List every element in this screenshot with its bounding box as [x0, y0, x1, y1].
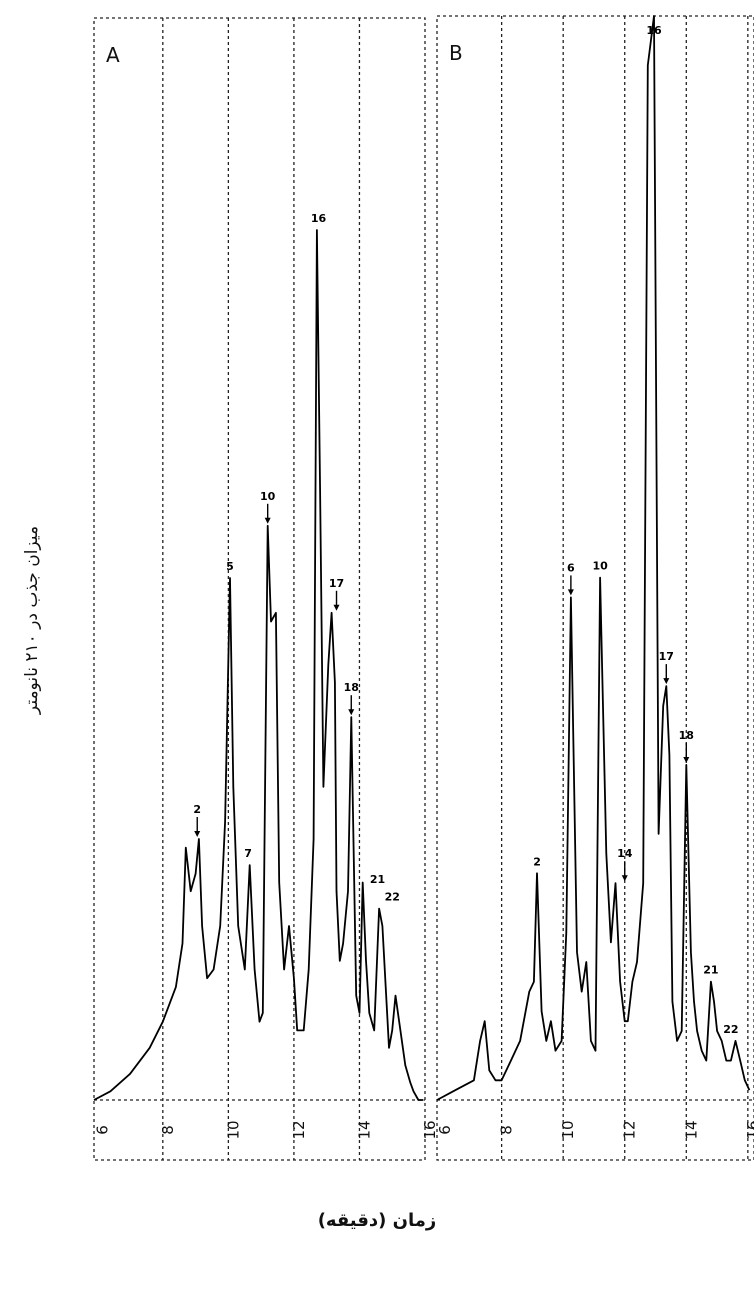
- peak-label: 16: [646, 24, 662, 37]
- x-tick-label: 16: [421, 1120, 439, 1139]
- x-tick-label: 6: [436, 1125, 454, 1135]
- x-tick-label: 12: [290, 1120, 308, 1139]
- peak-label: 18: [679, 729, 694, 742]
- peak-label: 2: [193, 803, 201, 816]
- chart-panel-b: 6 8 10 12 14 16 B 2 6 10 14 16 17 18 21 22: [436, 15, 754, 1161]
- panel-letter: B: [449, 41, 463, 65]
- peak-label: 10: [260, 490, 276, 503]
- peak-label: 17: [329, 577, 344, 590]
- x-tick-label: 8: [498, 1125, 516, 1135]
- x-tick-label: 16: [744, 1120, 754, 1139]
- peak-arrowhead: [264, 517, 271, 524]
- peak-label: 22: [385, 891, 400, 904]
- peak-label: 6: [567, 561, 575, 574]
- panel-frame: [436, 15, 754, 1161]
- peak-label: 18: [344, 681, 359, 694]
- x-tick-label: 6: [93, 1125, 111, 1135]
- peak-arrowhead: [621, 875, 628, 882]
- chromatogram-trace: [93, 229, 424, 1101]
- x-tick-label: 10: [224, 1120, 242, 1139]
- panel-frame: [93, 17, 426, 1161]
- peak-label: 21: [370, 873, 385, 886]
- peak-label: 5: [226, 560, 234, 573]
- peak-label: 7: [244, 847, 252, 860]
- peak-label: 2: [533, 855, 541, 868]
- peak-label: 16: [311, 212, 327, 225]
- peak-arrowhead: [333, 604, 340, 611]
- peak-arrowhead: [663, 678, 670, 685]
- x-tick-label: 10: [559, 1120, 577, 1139]
- x-tick-label: 12: [621, 1120, 639, 1139]
- peak-arrowhead: [567, 589, 574, 596]
- peak-arrowhead: [194, 831, 201, 837]
- y-axis-label: میزان جذب در ۲۱۰ نانومتر: [22, 525, 42, 715]
- peak-arrowhead: [683, 756, 690, 763]
- panel-letter: A: [106, 43, 120, 67]
- y-axis-label-container: میزان جذب در ۲۱۰ نانومتر: [10, 490, 54, 750]
- x-tick-label: 14: [355, 1120, 373, 1139]
- peak-label: 17: [659, 650, 674, 663]
- peak-label: 10: [592, 560, 608, 573]
- chromatogram-trace: [436, 15, 751, 1101]
- peak-label: 22: [723, 1023, 738, 1036]
- peak-arrowhead: [348, 709, 355, 716]
- x-tick-label: 14: [682, 1120, 700, 1139]
- peak-label: 14: [617, 847, 633, 860]
- peak-label: 21: [703, 964, 718, 977]
- x-axis-label: زمان (دقیقه): [317, 1210, 437, 1231]
- x-tick-label: 8: [159, 1125, 177, 1135]
